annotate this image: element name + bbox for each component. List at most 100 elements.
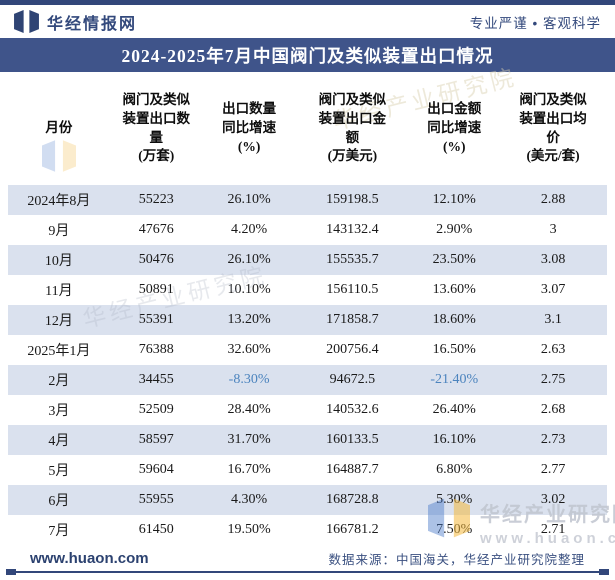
month-cell: 5月 xyxy=(48,464,70,479)
value-cell: 3.1 xyxy=(544,312,562,327)
value-cell: 32.60% xyxy=(227,342,271,357)
value-cell: 7.50% xyxy=(436,522,473,537)
value-cell: 18.60% xyxy=(432,312,476,327)
value-cell: 166781.2 xyxy=(326,522,379,537)
value-cell: 50891 xyxy=(138,282,174,297)
value-cell: 2.90% xyxy=(436,222,473,237)
bottom-border-line xyxy=(6,569,609,575)
value-cell: 55955 xyxy=(138,492,174,507)
table-row: 11月 50891 10.10% 156110.5 13.60% 3.07 xyxy=(8,275,607,305)
value-cell: 26.10% xyxy=(227,252,271,267)
table-row: 2月 34455 -8.30% 94672.5 -21.40% 2.75 xyxy=(8,365,607,395)
value-cell: 10.10% xyxy=(227,282,271,297)
value-cell: 6.80% xyxy=(436,462,473,477)
footer-bar: www.huaon.com 数据来源：中国海关，华经产业研究院整理 xyxy=(0,545,615,571)
table-row: 12月 55391 13.20% 171858.7 18.60% 3.1 xyxy=(8,305,607,335)
month-cell: 4月 xyxy=(48,434,70,449)
month-cell: 2025年1月 xyxy=(27,344,91,359)
value-cell: 156110.5 xyxy=(326,282,379,297)
value-cell: 26.10% xyxy=(227,192,271,207)
value-cell: 3.08 xyxy=(540,252,566,267)
table-row: 4月 58597 31.70% 160133.5 16.10% 2.73 xyxy=(8,425,607,455)
column-header-avg-price: 阀门及类似 装置出口均 价 (美元/套) xyxy=(519,91,587,164)
value-cell: 23.50% xyxy=(432,252,476,267)
table-row: 7月 61450 19.50% 166781.2 7.50% 2.71 xyxy=(8,515,607,545)
value-cell: 59604 xyxy=(138,462,174,477)
table-row: 3月 52509 28.40% 140532.6 26.40% 2.68 xyxy=(8,395,607,425)
table-body: 2024年8月 55223 26.10% 159198.5 12.10% 2.88 9月 47… xyxy=(8,185,607,545)
value-cell: 61450 xyxy=(138,522,174,537)
huajing-logo-icon xyxy=(14,10,39,33)
value-cell: 168728.8 xyxy=(326,492,379,507)
value-cell: 16.10% xyxy=(432,432,476,447)
value-cell: 13.60% xyxy=(432,282,476,297)
value-cell: 164887.7 xyxy=(326,462,379,477)
value-cell: 3.07 xyxy=(540,282,566,297)
title-bar: 2024-2025年7月中国阀门及类似装置出口情况 xyxy=(0,38,615,72)
value-cell: 2.75 xyxy=(540,372,566,387)
value-cell: 5.30% xyxy=(436,492,473,507)
page-title: 2024-2025年7月中国阀门及类似装置出口情况 xyxy=(121,45,494,66)
table-row: 5月 59604 16.70% 164887.7 6.80% 2.77 xyxy=(8,455,607,485)
brand-logo: 华经情报网 xyxy=(14,10,137,34)
month-cell: 10月 xyxy=(44,254,73,269)
value-cell: 171858.7 xyxy=(326,312,379,327)
value-cell: 16.70% xyxy=(227,462,271,477)
value-cell: 19.50% xyxy=(227,522,271,537)
value-cell: 155535.7 xyxy=(326,252,379,267)
value-cell: 94672.5 xyxy=(329,372,376,387)
value-cell: 2.73 xyxy=(540,432,566,447)
value-cell: 2.77 xyxy=(540,462,566,477)
value-cell: 159198.5 xyxy=(326,192,379,207)
value-cell: 160133.5 xyxy=(326,432,379,447)
value-cell: 13.20% xyxy=(227,312,271,327)
value-cell: 140532.6 xyxy=(326,402,379,417)
table-row: 6月 55955 4.30% 168728.8 5.30% 3.02 xyxy=(8,485,607,515)
value-cell: -8.30% xyxy=(228,372,270,387)
value-cell: 47676 xyxy=(138,222,174,237)
value-cell: 55391 xyxy=(138,312,174,327)
column-header-export-quantity: 阀门及类似 装置出口数 量 (万套) xyxy=(122,91,191,164)
month-cell: 3月 xyxy=(48,404,70,419)
value-cell: 58597 xyxy=(138,432,174,447)
column-header-month: 月份 xyxy=(45,120,73,136)
column-header-value-growth: 出口金额 同比增速 (%) xyxy=(427,101,482,154)
value-cell: 200756.4 xyxy=(326,342,379,357)
month-cell: 6月 xyxy=(48,494,70,509)
value-cell: -21.40% xyxy=(430,372,479,387)
value-cell: 2.63 xyxy=(540,342,566,357)
brand-slogan: 专业严谨 • 客观科学 xyxy=(469,15,601,31)
brand-bar: 华经情报网 专业严谨 • 客观科学 xyxy=(0,5,615,38)
footer-data-source: 数据来源：中国海关，华经产业研究院整理 xyxy=(328,552,585,567)
value-cell: 2.88 xyxy=(540,192,566,207)
value-cell: 50476 xyxy=(138,252,174,267)
value-cell: 3 xyxy=(549,222,557,237)
value-cell: 4.30% xyxy=(231,492,268,507)
table-header-row: 月份 阀门及类似 装置出口数 量 (万套) 出口数量 同比增速 (%) 阀门及类… xyxy=(8,72,607,185)
month-cell: 11月 xyxy=(45,284,73,299)
value-cell: 26.40% xyxy=(432,402,476,417)
value-cell: 31.70% xyxy=(227,432,271,447)
column-header-export-value: 阀门及类似 装置出口金 额 (万美元) xyxy=(318,91,387,164)
value-cell: 55223 xyxy=(138,192,174,207)
table-row: 2024年8月 55223 26.10% 159198.5 12.10% 2.88 xyxy=(8,185,607,215)
table-row: 9月 47676 4.20% 143132.4 2.90% 3 xyxy=(8,215,607,245)
column-header-quantity-growth: 出口数量 同比增速 (%) xyxy=(222,101,277,154)
month-cell: 2月 xyxy=(48,374,70,389)
value-cell: 143132.4 xyxy=(326,222,379,237)
value-cell: 28.40% xyxy=(227,402,271,417)
month-cell: 9月 xyxy=(48,224,70,239)
table-row: 2025年1月 76388 32.60% 200756.4 16.50% 2.63 xyxy=(8,335,607,365)
top-border-line xyxy=(0,0,615,5)
month-cell: 7月 xyxy=(48,524,70,539)
brand-name: 华经情报网 xyxy=(47,15,138,33)
value-cell: 76388 xyxy=(138,342,174,357)
value-cell: 2.71 xyxy=(540,522,566,537)
table-row: 10月 50476 26.10% 155535.7 23.50% 3.08 xyxy=(8,245,607,275)
value-cell: 34455 xyxy=(138,372,174,387)
month-cell: 2024年8月 xyxy=(27,194,91,209)
month-cell: 12月 xyxy=(44,314,73,329)
value-cell: 2.68 xyxy=(540,402,566,417)
footer-site-url: www.huaon.com xyxy=(30,549,149,567)
